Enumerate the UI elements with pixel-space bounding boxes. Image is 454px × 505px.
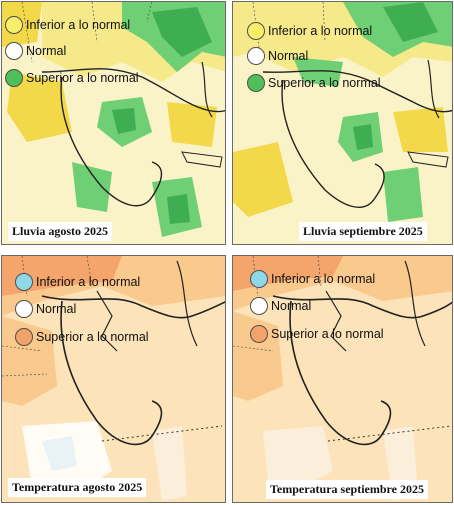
legend-label: Superior a lo normal <box>36 330 149 344</box>
legend-item-superior: Superior a lo normal <box>250 325 384 343</box>
legend-label: Normal <box>271 299 312 313</box>
legend-item-inferior: Inferior a lo normal <box>15 273 140 291</box>
legend-label: Normal <box>26 44 67 58</box>
legend-item-superior: Superior a lo normal <box>15 328 149 346</box>
legend-label: Superior a lo normal <box>271 327 384 341</box>
legend-item-normal: Normal <box>5 42 66 60</box>
rain-map-september <box>233 2 452 244</box>
temperature-map-august <box>2 256 225 502</box>
legend-item-superior: Superior a lo normal <box>5 69 139 87</box>
legend-swatch-superior <box>247 74 265 92</box>
panel-caption: Temperatura agosto 2025 <box>8 478 147 497</box>
map-panel-lluvia-septiembre: Inferior a lo normal Normal Superior a l… <box>232 1 453 245</box>
panel-caption: Lluvia agosto 2025 <box>8 222 113 241</box>
panel-caption: Temperatura septiembre 2025 <box>266 480 428 499</box>
legend-item-inferior: Inferior a lo normal <box>5 16 130 34</box>
legend-label: Inferior a lo normal <box>36 275 141 289</box>
legend-label: Normal <box>36 302 77 316</box>
legend-swatch-normal <box>247 47 265 65</box>
legend-label: Superior a lo normal <box>268 76 381 90</box>
legend-item-superior: Superior a lo normal <box>247 74 381 92</box>
legend-label: Inferior a lo normal <box>26 18 131 32</box>
temperature-map-september <box>233 256 452 502</box>
legend-item-normal: Normal <box>250 297 311 315</box>
map-panel-temperatura-agosto: Inferior a lo normal Normal Superior a l… <box>1 255 226 503</box>
rain-map-august <box>2 2 225 244</box>
legend-label: Superior a lo normal <box>26 71 139 85</box>
legend-swatch-superior <box>5 69 23 87</box>
legend-swatch-superior <box>15 328 33 346</box>
panel-caption: Lluvia septiembre 2025 <box>299 222 427 241</box>
legend-swatch-inferior <box>15 273 33 291</box>
legend-swatch-superior <box>250 325 268 343</box>
legend-label: Normal <box>268 49 309 63</box>
legend-swatch-normal <box>250 297 268 315</box>
legend-swatch-inferior <box>247 22 265 40</box>
legend-label: Inferior a lo normal <box>268 24 373 38</box>
legend-swatch-inferior <box>5 16 23 34</box>
map-panel-lluvia-agosto: Inferior a lo normal Normal Superior a l… <box>1 1 226 245</box>
legend-item-normal: Normal <box>247 47 308 65</box>
map-panel-temperatura-septiembre: Inferior a lo normal Normal Superior a l… <box>232 255 453 503</box>
legend-item-inferior: Inferior a lo normal <box>247 22 372 40</box>
legend-label: Inferior a lo normal <box>271 272 376 286</box>
legend-item-inferior: Inferior a lo normal <box>250 270 375 288</box>
legend-swatch-normal <box>5 42 23 60</box>
legend-swatch-inferior <box>250 270 268 288</box>
legend-item-normal: Normal <box>15 300 76 318</box>
legend-swatch-normal <box>15 300 33 318</box>
